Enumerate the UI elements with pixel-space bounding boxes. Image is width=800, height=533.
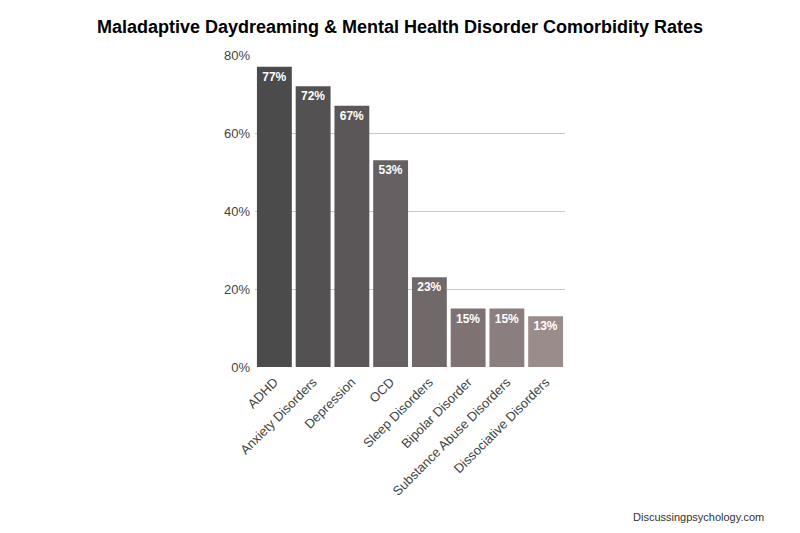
svg-text:53%: 53% bbox=[378, 163, 402, 177]
svg-text:Substance Abuse Disorders: Substance Abuse Disorders bbox=[390, 374, 514, 498]
svg-text:15%: 15% bbox=[495, 312, 519, 326]
svg-text:Anxiety Disorders: Anxiety Disorders bbox=[237, 374, 320, 457]
svg-text:72%: 72% bbox=[301, 89, 325, 103]
svg-text:20%: 20% bbox=[224, 282, 250, 297]
svg-text:23%: 23% bbox=[417, 280, 441, 294]
svg-text:0%: 0% bbox=[231, 360, 250, 375]
svg-text:Discussingpsychology.com: Discussingpsychology.com bbox=[633, 511, 764, 523]
svg-text:40%: 40% bbox=[224, 204, 250, 219]
svg-text:67%: 67% bbox=[340, 109, 364, 123]
svg-text:77%: 77% bbox=[262, 70, 286, 84]
svg-text:60%: 60% bbox=[224, 126, 250, 141]
svg-text:Bipolar Disorder: Bipolar Disorder bbox=[398, 374, 475, 451]
svg-text:Maladaptive Daydreaming & Ment: Maladaptive Daydreaming & Mental Health … bbox=[97, 17, 703, 37]
svg-text:80%: 80% bbox=[224, 48, 250, 63]
svg-text:Sleep Disorders: Sleep Disorders bbox=[360, 374, 436, 450]
svg-text:ADHD: ADHD bbox=[244, 375, 281, 412]
svg-text:15%: 15% bbox=[456, 312, 480, 326]
svg-text:Dissociative Disorders: Dissociative Disorders bbox=[451, 374, 553, 476]
svg-text:OCD: OCD bbox=[366, 375, 397, 406]
svg-text:Depression: Depression bbox=[301, 375, 358, 432]
svg-text:13%: 13% bbox=[533, 319, 557, 333]
